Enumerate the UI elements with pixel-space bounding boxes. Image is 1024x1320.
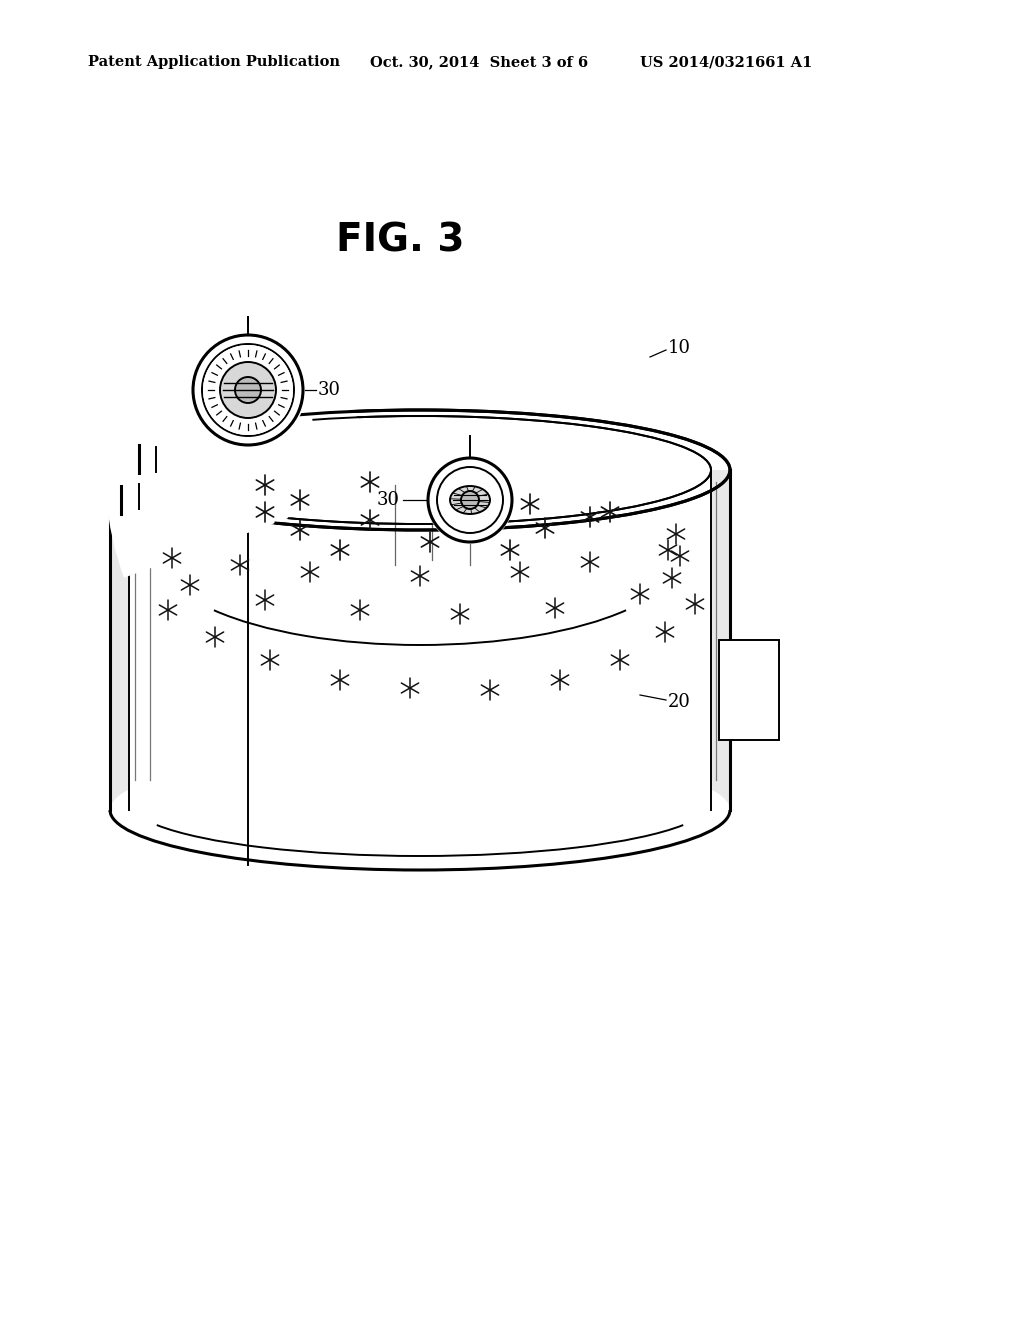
- Bar: [719, 640, 779, 741]
- Text: Patent Application Publication: Patent Application Publication: [88, 55, 340, 69]
- Circle shape: [426, 455, 514, 544]
- Text: 30: 30: [377, 491, 400, 510]
- Circle shape: [203, 345, 293, 436]
- Circle shape: [461, 491, 479, 510]
- Bar: [105, 405, 134, 475]
- Ellipse shape: [129, 416, 711, 524]
- Text: 30: 30: [318, 381, 341, 399]
- Bar: [110, 470, 129, 810]
- Wedge shape: [126, 281, 420, 570]
- Circle shape: [190, 333, 306, 447]
- Ellipse shape: [129, 416, 711, 524]
- Text: FIG. 3: FIG. 3: [336, 220, 464, 259]
- Circle shape: [234, 378, 261, 403]
- Circle shape: [220, 362, 276, 418]
- Text: 10: 10: [668, 339, 691, 356]
- Wedge shape: [105, 268, 420, 578]
- Bar: [711, 470, 730, 810]
- Text: 20: 20: [668, 693, 691, 711]
- Text: US 2014/0321661 A1: US 2014/0321661 A1: [640, 55, 812, 69]
- Ellipse shape: [450, 486, 490, 513]
- Ellipse shape: [110, 750, 730, 870]
- Text: Oct. 30, 2014  Sheet 3 of 6: Oct. 30, 2014 Sheet 3 of 6: [370, 55, 588, 69]
